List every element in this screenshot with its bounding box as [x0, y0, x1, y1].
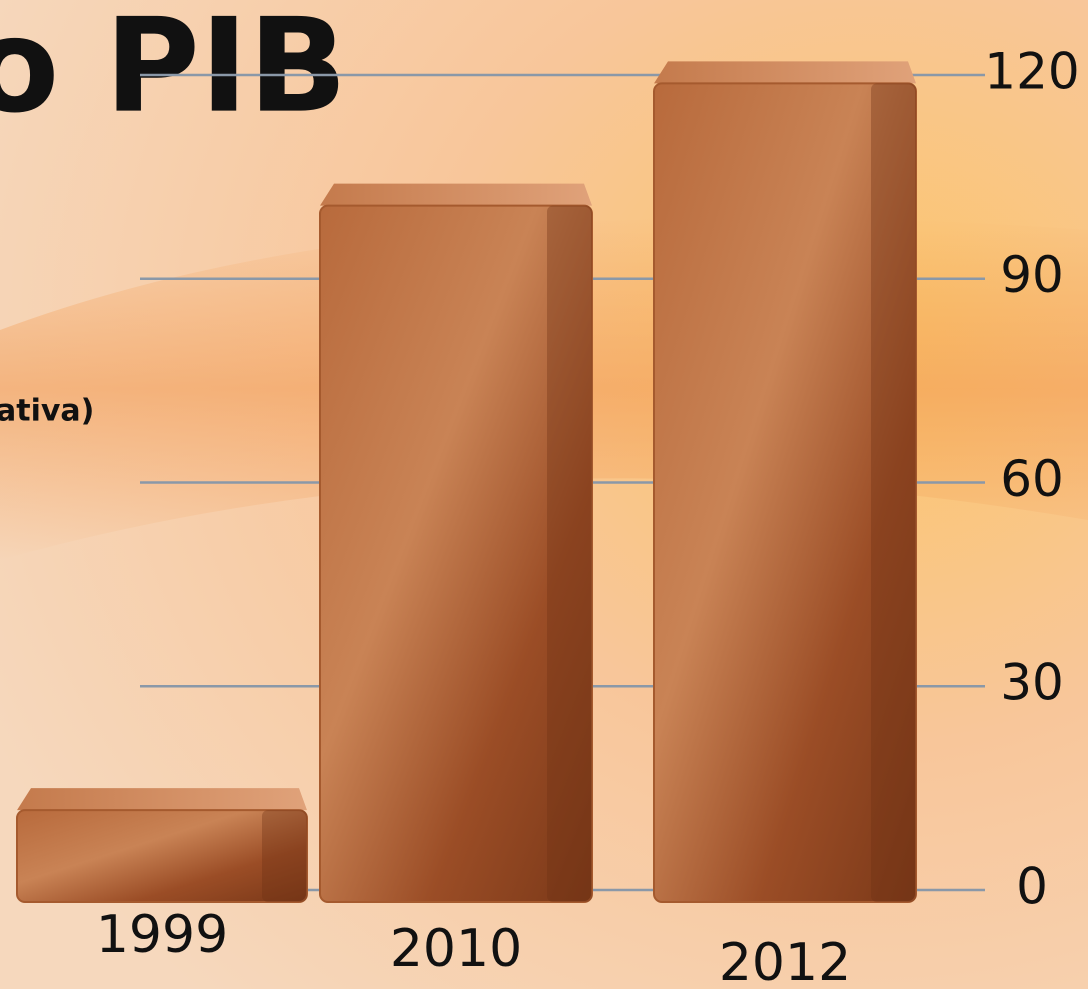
- y-tick-label: 0: [1016, 858, 1048, 916]
- bar-top: [320, 183, 592, 206]
- bar-top: [17, 788, 307, 811]
- x-tick-label: 2012: [719, 933, 851, 989]
- y-tick-label: 120: [984, 42, 1079, 100]
- bar-side: [871, 83, 916, 903]
- x-tick-label: 1999: [96, 905, 228, 965]
- x-tick-label: 2010: [390, 919, 522, 979]
- bars: [16, 61, 917, 904]
- bar-side: [547, 205, 592, 902]
- y-tick-label: 90: [1000, 246, 1064, 304]
- y-tick-label: 30: [1000, 654, 1064, 712]
- bar: [319, 204, 593, 903]
- bar-top: [654, 61, 916, 84]
- bar: [16, 809, 308, 903]
- chart-subtitle: ativa): [0, 394, 94, 429]
- bar: [653, 82, 917, 904]
- y-tick-label: 60: [1000, 450, 1064, 508]
- chart-title: o PIB: [0, 0, 347, 142]
- bar-side: [262, 810, 307, 902]
- labels: 0 30 60 90 120 1999 2010 2012: [96, 42, 1080, 989]
